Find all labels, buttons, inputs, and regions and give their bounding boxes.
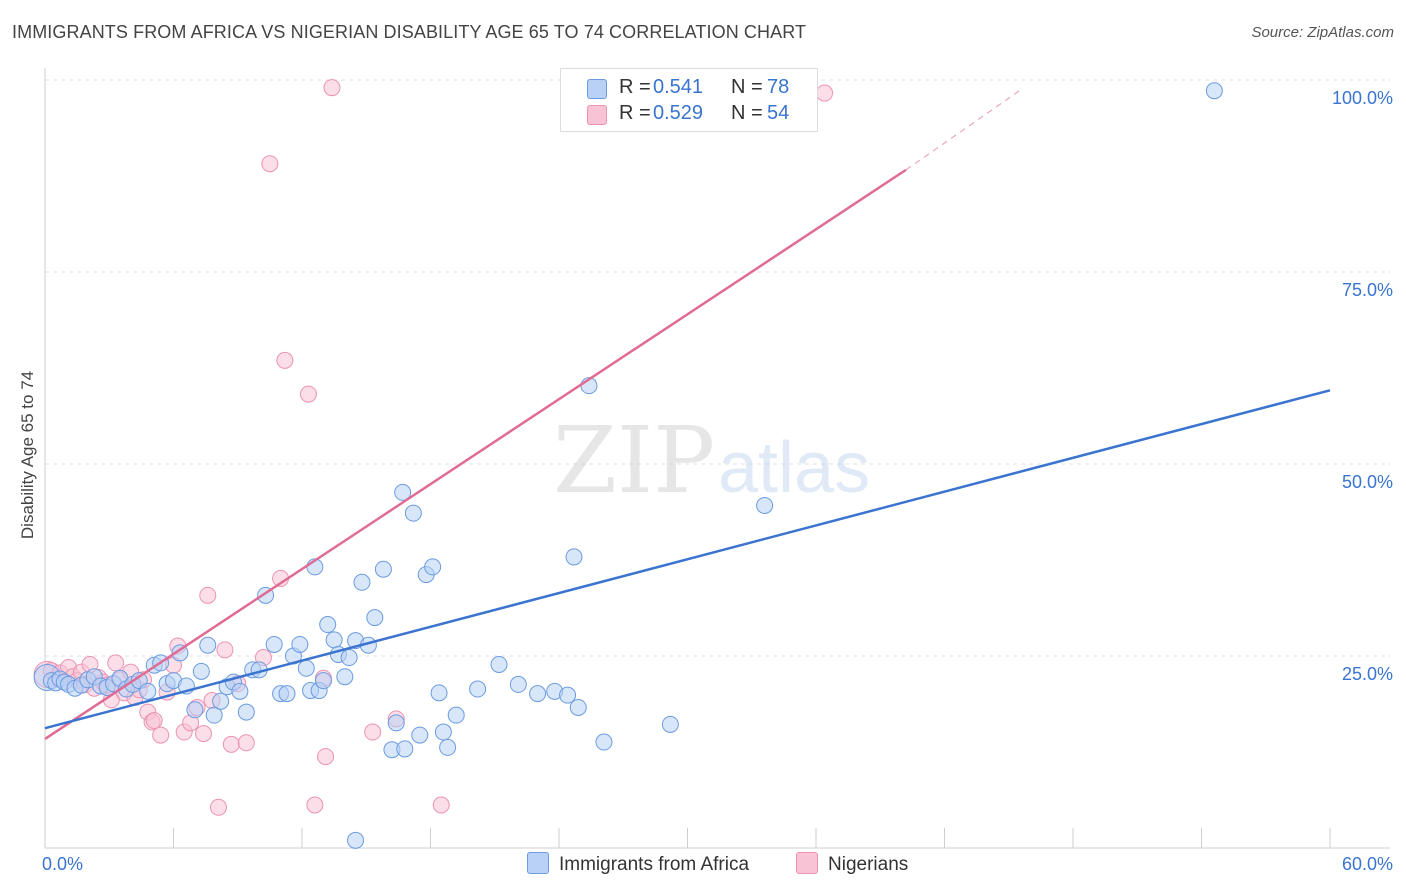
y-axis-title: Disability Age 65 to 74: [18, 370, 37, 540]
legend-swatch-africa: [587, 79, 607, 99]
data-point-africa: [565, 548, 583, 566]
data-point-africa: [212, 692, 230, 710]
legend-box: R = 0.541 N = 78 R = 0.529 N = 54: [560, 68, 818, 132]
data-point-africa: [394, 483, 412, 501]
data-point-africa: [434, 723, 452, 741]
data-point-africa: [340, 649, 358, 667]
data-point-africa: [404, 504, 422, 522]
axes: [44, 68, 1390, 849]
legend-swatch-nigerians: [587, 105, 607, 125]
data-point-nigerians: [317, 748, 335, 766]
bottom-legend-swatch-nigerians: [796, 852, 818, 874]
data-point-africa: [265, 635, 283, 653]
watermark-atlas: atlas: [718, 428, 870, 508]
bottom-legend-label-nigerians: Nigerians: [828, 854, 909, 875]
data-point-nigerians: [222, 735, 240, 753]
source-label: Source: ZipAtlas.com: [1251, 24, 1394, 41]
data-point-africa: [595, 733, 613, 751]
trend-line-nigerians-extension: [905, 90, 1020, 171]
x-tick-label: 60.0%: [1342, 854, 1393, 874]
data-point-nigerians: [107, 654, 125, 672]
data-point-africa: [297, 659, 315, 677]
legend-r-value: 0.529: [653, 102, 704, 124]
data-point-africa: [756, 496, 774, 514]
data-point-africa: [366, 609, 384, 627]
data-point-nigerians: [432, 796, 450, 814]
trend-line-nigerians: [44, 168, 907, 740]
bottom-legend-swatch-africa: [527, 852, 549, 874]
data-point-africa: [411, 726, 429, 744]
data-point-nigerians: [323, 79, 341, 97]
data-point-africa: [509, 675, 527, 693]
trend-lines: [44, 90, 1331, 740]
data-point-africa: [439, 738, 457, 756]
legend-n-value: 54: [767, 102, 790, 124]
data-point-nigerians: [306, 796, 324, 814]
data-point-africa: [192, 662, 210, 680]
chart-title: IMMIGRANTS FROM AFRICA VS NIGERIAN DISAB…: [12, 22, 807, 42]
legend-n-label: N =: [731, 102, 763, 124]
legend-r-label: R =: [619, 76, 651, 98]
data-point-africa: [278, 685, 296, 703]
watermark: ZIP atlas: [553, 407, 870, 514]
data-point-africa: [237, 703, 255, 721]
data-point-nigerians: [199, 586, 217, 604]
trend-line-africa: [44, 389, 1331, 730]
data-point-africa: [205, 706, 223, 724]
data-point-nigerians: [145, 712, 163, 730]
data-point-nigerians: [194, 725, 212, 743]
data-point-africa: [490, 655, 508, 673]
data-point-africa: [1205, 82, 1223, 100]
data-point-africa: [529, 685, 547, 703]
data-point-africa: [353, 573, 371, 591]
data-point-africa: [559, 686, 577, 704]
legend-n-value: 78: [767, 76, 790, 98]
data-point-africa: [325, 631, 343, 649]
data-point-africa: [171, 644, 189, 662]
data-point-nigerians: [276, 351, 294, 369]
data-point-africa: [569, 698, 587, 716]
bottom-legend-nigerians[interactable]: Nigerians: [796, 852, 908, 876]
data-point-nigerians: [816, 84, 834, 102]
data-point-nigerians: [216, 641, 234, 659]
data-point-nigerians: [261, 155, 279, 173]
data-point-africa: [199, 636, 217, 654]
x-tick-label: 0.0%: [42, 854, 83, 874]
data-point-africa: [336, 668, 354, 686]
data-point-africa: [447, 706, 465, 724]
data-point-africa: [469, 680, 487, 698]
data-point-nigerians: [152, 726, 170, 744]
bottom-legend-africa[interactable]: Immigrants from Africa: [527, 852, 749, 876]
legend-r-value: 0.541: [653, 76, 704, 98]
y-tick-label: 25.0%: [1342, 664, 1393, 684]
y-tick-label: 100.0%: [1332, 88, 1393, 108]
legend-r-label: R =: [619, 102, 651, 124]
data-point-africa: [661, 715, 679, 733]
legend-n-label: N =: [731, 76, 763, 98]
tick-labels: 25.0% 50.0% 75.0% 100.0% 0.0% 60.0%: [42, 88, 1393, 874]
data-point-africa: [424, 558, 442, 576]
data-point-africa: [374, 560, 392, 578]
data-point-nigerians: [364, 723, 382, 741]
data-point-africa: [430, 684, 448, 702]
gridlines: [45, 79, 1390, 657]
y-tick-label: 75.0%: [1342, 280, 1393, 300]
data-point-africa: [314, 672, 332, 690]
data-point-africa: [319, 616, 337, 634]
data-point-africa: [139, 682, 157, 700]
data-point-africa: [291, 635, 309, 653]
bottom-legend-label-africa: Immigrants from Africa: [559, 854, 750, 875]
data-point-africa: [396, 740, 414, 758]
data-point-africa: [387, 714, 405, 732]
data-point-africa: [186, 701, 204, 719]
data-point-africa: [231, 682, 249, 700]
y-tick-label: 50.0%: [1342, 472, 1393, 492]
watermark-zip: ZIP: [553, 407, 715, 514]
data-point-nigerians: [299, 385, 317, 403]
data-point-africa: [347, 831, 365, 849]
data-point-nigerians: [237, 734, 255, 752]
data-point-nigerians: [209, 798, 227, 816]
